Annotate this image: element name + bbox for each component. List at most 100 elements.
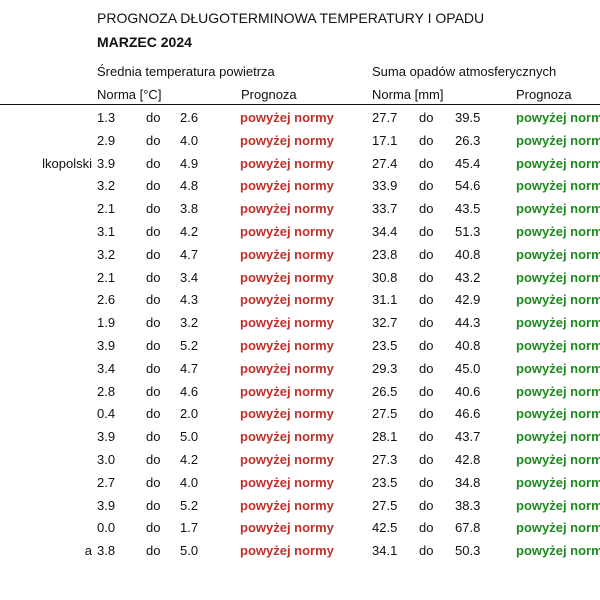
header-divider (0, 104, 600, 105)
precip-range-separator: do (419, 338, 434, 353)
precip-norm-header: Norma [mm] (372, 87, 444, 102)
precip-range-separator: do (419, 110, 434, 125)
temp-norm-max: 5.0 (180, 429, 199, 445)
temp-forecast-cell: powyżej normy (240, 360, 334, 376)
temp-forecast-cell: powyżej normy (240, 155, 334, 171)
precip-norm-max: 54.6 (455, 178, 481, 194)
table-row: lkopolski 3.9 do 4.9 powyżej normy 27.4 do 45.4… (0, 156, 600, 179)
temp-norm-max: 2.0 (180, 406, 199, 422)
temp-range-separator: do (146, 338, 161, 353)
temp-forecast-cell: powyżej normy (240, 543, 334, 559)
precip-forecast-cell: powyżej normy (516, 292, 600, 308)
table-row: 3.9 do 5.2 powyżej normy 23.5 do 40.8 powyżej n… (0, 338, 600, 361)
temp-norm-min: 2.1 (97, 201, 116, 217)
temp-norm-min: 2.9 (97, 132, 116, 148)
temp-norm-max: 1.7 (180, 520, 199, 536)
precip-range-separator: do (419, 292, 434, 308)
precip-forecast-cell: powyżej normy (516, 497, 600, 513)
precip-range-separator: do (419, 429, 434, 445)
table-row: 3.4 do 4.7 powyżej normy 29.3 do 45.0 powyżej n… (0, 361, 600, 384)
table-row: 3.9 do 5.0 powyżej normy 28.1 do 43.7 powyżej n… (0, 429, 600, 452)
precip-forecast-cell: powyżej normy (516, 155, 600, 171)
temp-forecast-cell: powyżej normy (240, 497, 334, 513)
temperature-group-heading: Średnia temperatura powietrza (97, 64, 275, 79)
precip-forecast-cell: powyżej normy (516, 132, 600, 148)
precip-range-separator: do (419, 520, 434, 536)
temp-range-separator: do (146, 178, 161, 194)
temp-norm-min: 3.2 (97, 178, 116, 194)
temp-norm-max: 5.2 (180, 338, 199, 353)
precip-norm-max: 38.3 (455, 497, 481, 513)
temp-norm-min: 0.0 (97, 520, 116, 536)
temp-norm-min: 3.1 (97, 224, 116, 239)
precip-norm-min: 27.7 (372, 110, 398, 125)
temp-range-separator: do (146, 520, 161, 536)
table-row: 2.1 do 3.4 powyżej normy 30.8 do 43.2 powyżej n… (0, 270, 600, 293)
temp-forecast-cell: powyżej normy (240, 315, 334, 331)
precip-norm-min: 27.4 (372, 155, 398, 171)
temp-norm-min: 3.4 (97, 360, 116, 376)
temp-range-separator: do (146, 543, 161, 559)
table-row: 3.2 do 4.8 powyżej normy 33.9 do 54.6 powyżej n… (0, 178, 600, 201)
table-row: 3.2 do 4.7 powyżej normy 23.8 do 40.8 powyżej n… (0, 247, 600, 270)
table-row: a 3.8 do 5.0 powyżej normy 34.1 do 50.3 powyżej … (0, 543, 600, 566)
temp-norm-min: 3.9 (97, 338, 116, 353)
temp-norm-max: 3.2 (180, 315, 199, 331)
precip-range-separator: do (419, 224, 434, 239)
precip-range-separator: do (419, 497, 434, 513)
precip-norm-max: 34.8 (455, 474, 481, 490)
temp-norm-max: 5.2 (180, 497, 199, 513)
precip-forecast-cell: powyżej normy (516, 110, 600, 125)
temp-range-separator: do (146, 383, 161, 399)
precip-forecast-cell: powyżej normy (516, 383, 600, 399)
temp-forecast-cell: powyżej normy (240, 383, 334, 399)
precip-norm-min: 29.3 (372, 360, 398, 376)
precip-norm-min: 28.1 (372, 429, 398, 445)
precip-norm-max: 40.8 (455, 338, 481, 353)
table-row: 2.8 do 4.6 powyżej normy 26.5 do 40.6 powyżej n… (0, 384, 600, 407)
temp-norm-max: 4.8 (180, 178, 199, 194)
temp-forecast-cell: powyżej normy (240, 338, 334, 353)
precip-range-separator: do (419, 178, 434, 194)
temp-norm-max: 3.4 (180, 269, 199, 285)
precip-norm-min: 30.8 (372, 269, 398, 285)
temp-forecast-cell: powyżej normy (240, 406, 334, 422)
temp-norm-min: 3.9 (97, 497, 116, 513)
temp-range-separator: do (146, 474, 161, 490)
temp-norm-min: 0.4 (97, 406, 116, 422)
period-subtitle: MARZEC 2024 (97, 34, 192, 50)
temp-norm-max: 4.6 (180, 383, 199, 399)
precip-norm-min: 33.7 (372, 201, 398, 217)
temp-norm-max: 4.7 (180, 360, 199, 376)
temp-range-separator: do (146, 315, 161, 331)
precip-norm-min: 26.5 (372, 383, 398, 399)
table-row: 3.1 do 4.2 powyżej normy 34.4 do 51.3 powyżej n… (0, 224, 600, 247)
temp-range-separator: do (146, 497, 161, 513)
temp-forecast-cell: powyżej normy (240, 246, 334, 262)
precip-norm-max: 43.5 (455, 201, 481, 217)
precip-forecast-cell: powyżej normy (516, 543, 600, 559)
temp-norm-min: 1.3 (97, 110, 116, 125)
precip-forecast-cell: powyżej normy (516, 315, 600, 331)
table-row: 1.3 do 2.6 powyżej normy 27.7 do 39.5 powyżej n… (0, 110, 600, 133)
precip-norm-max: 42.9 (455, 292, 481, 308)
precip-norm-min: 27.3 (372, 452, 398, 467)
temp-norm-max: 4.7 (180, 246, 199, 262)
temp-range-separator: do (146, 429, 161, 445)
precip-forecast-cell: powyżej normy (516, 201, 600, 217)
precip-forecast-cell: powyżej normy (516, 246, 600, 262)
temp-norm-min: 1.9 (97, 315, 116, 331)
region-label: a (84, 543, 92, 559)
temp-forecast-cell: powyżej normy (240, 178, 334, 194)
precip-norm-max: 40.6 (455, 383, 481, 399)
temp-range-separator: do (146, 360, 161, 376)
temp-norm-max: 5.0 (180, 543, 199, 559)
temp-norm-max: 4.0 (180, 132, 199, 148)
precip-range-separator: do (419, 543, 434, 559)
temp-range-separator: do (146, 132, 161, 148)
precip-norm-min: 32.7 (372, 315, 398, 331)
precip-range-separator: do (419, 360, 434, 376)
precip-range-separator: do (419, 132, 434, 148)
temp-norm-max: 4.2 (180, 224, 199, 239)
temp-norm-min: 3.9 (97, 155, 116, 171)
